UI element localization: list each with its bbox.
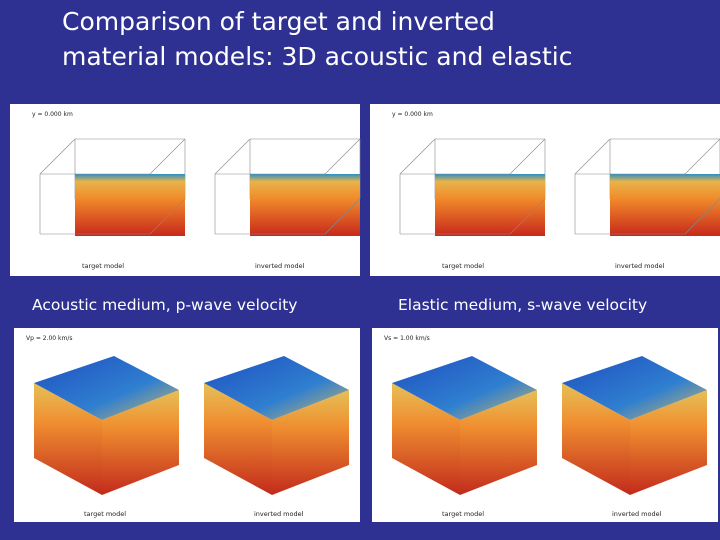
model-label: target model [84,510,126,518]
bottom-panel: Vs = 1.00 km/s target model inverted model [372,328,718,522]
bottom-panel: Vp = 2.00 km/s target model inverted model [14,328,360,522]
frame-line [684,138,720,175]
velocity-slice [435,174,545,236]
model-label: target model [442,262,484,270]
title-line: material models: 3D acoustic and elastic [62,42,572,71]
frame-line [149,138,186,175]
panel-label: y = 0.000 km [392,111,433,118]
cube-side [102,390,179,495]
top-panel: y = 0.000 km target model inverted model [370,104,720,276]
caption: Acoustic medium, p-wave velocity [32,296,297,314]
cube-front [562,383,630,495]
model-label: target model [82,262,124,270]
cube-side [272,390,349,495]
frame-line [324,138,361,175]
cube-front [392,383,460,495]
model-label: inverted model [255,262,305,270]
cube-top [204,356,349,420]
cube-top [34,356,179,420]
frame-line [39,138,76,175]
frame-line [324,198,361,235]
caption: Elastic medium, s-wave velocity [398,296,647,314]
velocity-slice [75,174,185,236]
cube-top [392,356,537,420]
cube-top [562,356,707,420]
frame-line [509,198,546,235]
panel-label: y = 0.000 km [32,111,73,118]
model-label: inverted model [615,262,665,270]
frame-line [574,138,611,175]
frame-line [509,138,546,175]
top-panel: y = 0.000 km target model inverted model [10,104,361,276]
title-line: Comparison of target and inverted [62,7,495,36]
velocity-slice [610,174,720,236]
cube-side [630,390,707,495]
frame-line [149,198,186,235]
model-label: target model [442,510,484,518]
cube-front [34,383,102,495]
panel-label: Vp = 2.00 km/s [26,335,73,342]
cube-front [204,383,272,495]
cube-side [460,390,537,495]
frame-line [684,198,720,235]
model-label: inverted model [612,510,662,518]
frame-line [214,138,251,175]
velocity-slice [250,174,360,236]
panel-label: Vs = 1.00 km/s [384,335,430,342]
model-label: inverted model [254,510,304,518]
frame-line [399,138,436,175]
